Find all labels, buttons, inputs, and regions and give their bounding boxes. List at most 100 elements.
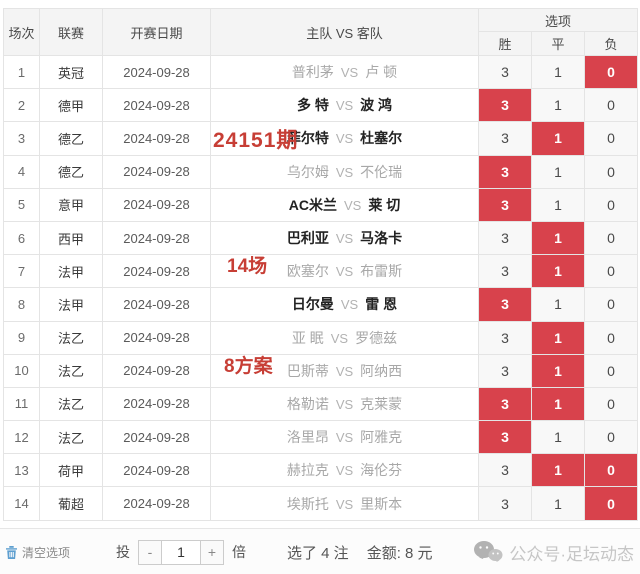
option-win-cell[interactable]: 3	[478, 88, 532, 123]
league-cell: 法乙	[39, 320, 103, 355]
vs-label: VS	[335, 231, 354, 247]
option-win-cell[interactable]: 3	[478, 187, 532, 222]
option-win-cell[interactable]: 3	[478, 54, 532, 90]
league-cell: 英冠	[39, 54, 103, 90]
clear-options-button[interactable]: 清空选项	[5, 529, 70, 574]
away-team: 布雷斯	[360, 263, 403, 280]
option-win-cell[interactable]: 3	[478, 453, 532, 488]
away-team: 海伦芬	[360, 462, 403, 479]
option-lose-cell[interactable]: 0	[583, 121, 639, 156]
option-draw-cell[interactable]: 1	[531, 154, 585, 189]
option-lose-cell[interactable]: 0	[583, 220, 639, 256]
date-cell: 2024-09-28	[102, 386, 211, 422]
option-win-cell[interactable]: 3	[478, 386, 532, 422]
option-lose-cell[interactable]: 0	[583, 353, 639, 388]
vs-label: VS	[335, 164, 354, 180]
option-draw-cell[interactable]: 1	[531, 254, 585, 289]
option-lose-cell[interactable]: 0	[583, 287, 639, 322]
option-lose-cell[interactable]: 0	[583, 187, 639, 222]
option-draw-cell[interactable]: 1	[531, 121, 585, 156]
option-draw-cell[interactable]: 1	[531, 287, 585, 322]
option-draw-cell[interactable]: 1	[531, 353, 585, 388]
option-draw-cell[interactable]: 1	[531, 54, 585, 90]
match-no-cell: 11	[3, 386, 40, 422]
watermark-text: 公众号·足坛动态	[509, 544, 634, 564]
option-draw-cell[interactable]: 1	[531, 88, 585, 123]
option-win-cell[interactable]: 3	[478, 353, 532, 388]
option-draw-cell[interactable]: 1	[531, 453, 585, 488]
vs-label: VS	[335, 363, 354, 379]
league-cell: 德乙	[39, 154, 103, 189]
vs-label: VS	[344, 197, 362, 213]
home-team: 欧塞尔	[286, 263, 329, 280]
option-lose-cell[interactable]: 0	[583, 386, 639, 422]
option-win-cell[interactable]: 3	[478, 254, 532, 289]
league-cell: 法乙	[39, 353, 103, 388]
match-row: 10 法乙 2024-09-28 巴斯蒂 VS 阿纳西 3 1 0	[3, 353, 639, 388]
teams-cell: 菲尔特 VS 杜塞尔	[210, 121, 479, 156]
date-cell: 2024-09-28	[102, 220, 211, 256]
option-draw-cell[interactable]: 1	[531, 420, 585, 455]
match-no-cell: 7	[3, 254, 40, 289]
option-win-cell[interactable]: 3	[478, 320, 532, 355]
match-no-cell: 8	[3, 287, 40, 322]
league-cell: 荷甲	[39, 453, 103, 488]
teams-cell: 日尔曼 VS 雷 恩	[210, 287, 479, 322]
option-draw-cell[interactable]: 1	[531, 220, 585, 256]
option-win-cell[interactable]: 3	[478, 420, 532, 455]
option-draw-cell[interactable]: 1	[531, 486, 585, 521]
multiplier-input[interactable]: 1	[161, 539, 201, 565]
teams-cell: 赫拉克 VS 海伦芬	[210, 453, 479, 488]
home-team: 洛里昂	[286, 429, 329, 446]
league-cell: 意甲	[39, 187, 103, 222]
match-no-cell: 10	[3, 353, 40, 388]
match-row: 11 法乙 2024-09-28 格勒诺 VS 克莱蒙 3 1 0	[3, 386, 639, 422]
option-lose-cell[interactable]: 0	[583, 54, 639, 90]
option-lose-cell[interactable]: 0	[583, 154, 639, 189]
option-win-cell[interactable]: 3	[478, 287, 532, 322]
option-win-cell[interactable]: 3	[478, 220, 532, 256]
option-lose-cell[interactable]: 0	[583, 453, 639, 488]
league-cell: 葡超	[39, 486, 103, 521]
home-team: 埃斯托	[286, 495, 329, 512]
option-lose-cell[interactable]: 0	[583, 420, 639, 455]
date-cell: 2024-09-28	[102, 420, 211, 455]
option-lose-cell[interactable]: 0	[583, 486, 639, 521]
away-team: 罗德兹	[355, 329, 398, 346]
option-win-cell[interactable]: 3	[478, 486, 532, 521]
match-row: 3 德乙 2024-09-28 菲尔特 VS 杜塞尔 3 1 0	[3, 121, 639, 156]
teams-cell: 洛里昂 VS 阿雅克	[210, 420, 479, 455]
league-cell: 法甲	[39, 287, 103, 322]
home-team: 亚 眠	[291, 329, 324, 346]
option-draw-cell[interactable]: 1	[531, 320, 585, 355]
league-cell: 法乙	[39, 420, 103, 455]
vs-label: VS	[335, 264, 354, 280]
header-teams: 主队 VS 客队	[210, 8, 479, 56]
teams-cell: 亚 眠 VS 罗德兹	[210, 320, 479, 355]
away-team: 卢 顿	[365, 64, 398, 81]
match-row: 12 法乙 2024-09-28 洛里昂 VS 阿雅克 3 1 0	[3, 420, 639, 455]
stake-suffix-label: 倍	[232, 544, 246, 560]
date-cell: 2024-09-28	[102, 453, 211, 488]
multiplier-increase-button[interactable]: +	[201, 539, 224, 565]
header-lose: 负	[583, 31, 639, 56]
option-lose-cell[interactable]: 0	[583, 88, 639, 123]
match-row: 9 法乙 2024-09-28 亚 眠 VS 罗德兹 3 1 0	[3, 320, 639, 355]
option-win-cell[interactable]: 3	[478, 154, 532, 189]
header-date: 开赛日期	[102, 8, 211, 56]
match-table-container: 场次 联赛 开赛日期 主队 VS 客队 选项 胜 平 负 1 英冠 2024-09-…	[3, 8, 639, 521]
home-team: 格勒诺	[286, 395, 329, 412]
option-lose-cell[interactable]: 0	[583, 320, 639, 355]
teams-cell: 普利茅 VS 卢 顿	[210, 54, 479, 90]
option-draw-cell[interactable]: 1	[531, 386, 585, 422]
date-cell: 2024-09-28	[102, 254, 211, 289]
option-win-cell[interactable]: 3	[478, 121, 532, 156]
multiplier-decrease-button[interactable]: -	[138, 539, 161, 565]
home-team: 巴利亚	[286, 230, 329, 247]
match-table-body: 1 英冠 2024-09-28 普利茅 VS 卢 顿 3 1 0 2 德甲 2024-09-28 多 特…	[3, 54, 639, 521]
option-draw-cell[interactable]: 1	[531, 187, 585, 222]
clear-options-label: 清空选项	[22, 545, 71, 560]
option-lose-cell[interactable]: 0	[583, 254, 639, 289]
trash-icon	[6, 545, 17, 559]
